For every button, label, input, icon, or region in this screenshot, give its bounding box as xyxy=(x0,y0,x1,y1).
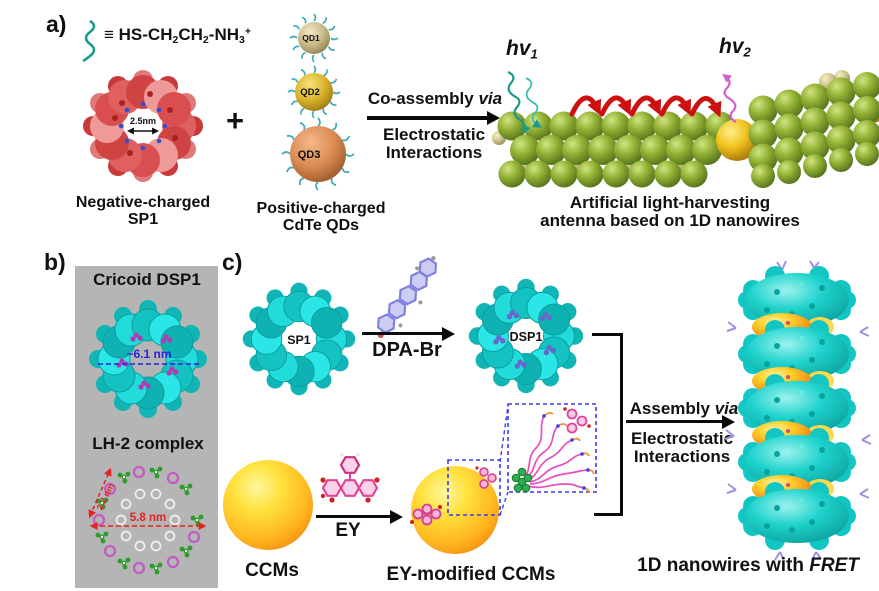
coassembly-text: Co-assembly via xyxy=(367,89,503,108)
wire-disk xyxy=(738,482,856,550)
dpa-sticks xyxy=(724,260,872,562)
zoom-connector-bottom xyxy=(499,491,509,516)
qd3-sphere: QD3 xyxy=(281,117,355,191)
micelle-core xyxy=(511,467,533,493)
zoom-box-small xyxy=(447,459,501,516)
zoom-connector-top xyxy=(499,405,509,463)
energy-hop-arrows xyxy=(569,95,722,118)
ey-reaction-arrow xyxy=(316,515,390,518)
thiol-ligand-icon xyxy=(82,19,96,63)
bracket-top-line xyxy=(592,333,622,336)
panel-a-label: a) xyxy=(46,11,67,37)
ey-label: EY xyxy=(335,520,361,541)
sp1-protein-ring: 2.5nm xyxy=(83,70,203,182)
dpa-grafted-spots xyxy=(493,310,556,369)
ey-on-sphere-icon xyxy=(410,503,442,526)
sp1-cartoon-ring: SP1 xyxy=(242,282,356,396)
nanowire-1d xyxy=(492,70,879,188)
dsp1-cartoon-ring: ~6.1 nm xyxy=(89,300,207,418)
hv2-emission-arrow xyxy=(722,73,737,123)
ey-in-zoom-icon xyxy=(563,407,591,434)
bracket-bottom-line xyxy=(594,513,622,516)
sp1-speckles xyxy=(112,91,178,156)
qd3-ligands xyxy=(281,117,355,191)
wire-disk xyxy=(738,266,856,334)
wire-disk xyxy=(738,374,856,442)
dsp1-diameter-label: ~6.1 nm xyxy=(126,347,171,361)
assembly-arrow xyxy=(626,420,722,423)
dpa-molecule xyxy=(373,255,441,339)
dpa-reaction-arrow xyxy=(362,332,442,335)
ey-ccms-label: EY-modified CCMs xyxy=(386,564,556,585)
equiv-sign: ≡ xyxy=(104,25,114,44)
ring-pore xyxy=(510,320,542,352)
ccms-label: CCMs xyxy=(245,560,299,581)
ring-pore xyxy=(283,323,315,355)
lh2-title: LH-2 complex xyxy=(92,434,204,453)
micelle-zoom-overlay xyxy=(447,403,597,516)
ligand-formula: ≡ HS-CH2CH2-NH3+ xyxy=(104,25,252,46)
acceptor-gold-sphere xyxy=(716,119,758,161)
hv1-excitation-arrow xyxy=(507,70,543,135)
sp1-ring-label: SP1 xyxy=(287,333,311,347)
hv2-label: hv2 xyxy=(719,35,751,60)
hv1-label: hv1 xyxy=(506,37,538,62)
ey-on-sphere-top-icon xyxy=(475,466,497,489)
chromophore-spots xyxy=(116,332,179,390)
result-label: 1D nanowires with FRET xyxy=(637,555,859,576)
chain-end-heads xyxy=(542,414,590,490)
panel-c-label: c) xyxy=(222,249,243,275)
sp1-pore-size: 2.5nm xyxy=(130,116,156,126)
panel-b-label: b) xyxy=(44,249,66,275)
sp1-main-blobs xyxy=(90,75,196,177)
sp1-caption: Negative-charged SP1 xyxy=(75,194,211,229)
wire-green-spheres xyxy=(497,111,735,188)
dsp1-title: Cricoid DSP1 xyxy=(93,270,201,289)
electrostatic-text-c: Electrostatic Interactions xyxy=(630,429,734,467)
qd2-sphere: QD2 xyxy=(287,65,341,119)
coassembly-arrow xyxy=(367,116,487,120)
dpa-label: DPA-Br xyxy=(372,339,442,361)
lh2-diameter-label: 5.8 nm xyxy=(130,512,166,524)
panel-a-caption: Artificial light-harvesting antenna base… xyxy=(540,193,800,231)
fret-nanowire xyxy=(724,260,872,562)
ccms-sphere xyxy=(223,460,313,550)
ring-pore xyxy=(133,344,163,374)
ey-molecule xyxy=(320,453,380,503)
qd1-ligands xyxy=(289,13,339,63)
assembly-text: Assembly via xyxy=(629,399,739,418)
lh2-inner-circles xyxy=(115,488,181,552)
qd1-sphere: QD1 xyxy=(289,13,339,63)
dsp1-cartoon-ring-c: DSP1 xyxy=(468,278,584,394)
ring-blobs xyxy=(97,308,199,410)
qd3-label: QD3 xyxy=(298,149,321,161)
qds-caption: Positive-charged CdTe QDs xyxy=(256,200,386,235)
qd2-ligands xyxy=(287,65,341,119)
micelle-chains xyxy=(523,415,589,489)
ring-blobs xyxy=(477,287,575,385)
qd2-label: QD2 xyxy=(300,87,320,98)
qd1-label: QD1 xyxy=(302,33,320,43)
electrostatic-text-a: Electrostatic Interactions xyxy=(382,125,486,163)
lh2-spacing-label: 2.2 nm xyxy=(95,482,116,512)
ring-blobs xyxy=(250,290,348,388)
plus-sign: + xyxy=(226,103,245,138)
dsp1-ring-label: DSP1 xyxy=(510,330,543,344)
wire-right-segment xyxy=(748,70,879,188)
lh2-spacing-line xyxy=(88,467,112,519)
bracket-vertical-line xyxy=(620,333,623,516)
lh2-complex: 5.8 nm 2.2 nm xyxy=(88,465,207,575)
